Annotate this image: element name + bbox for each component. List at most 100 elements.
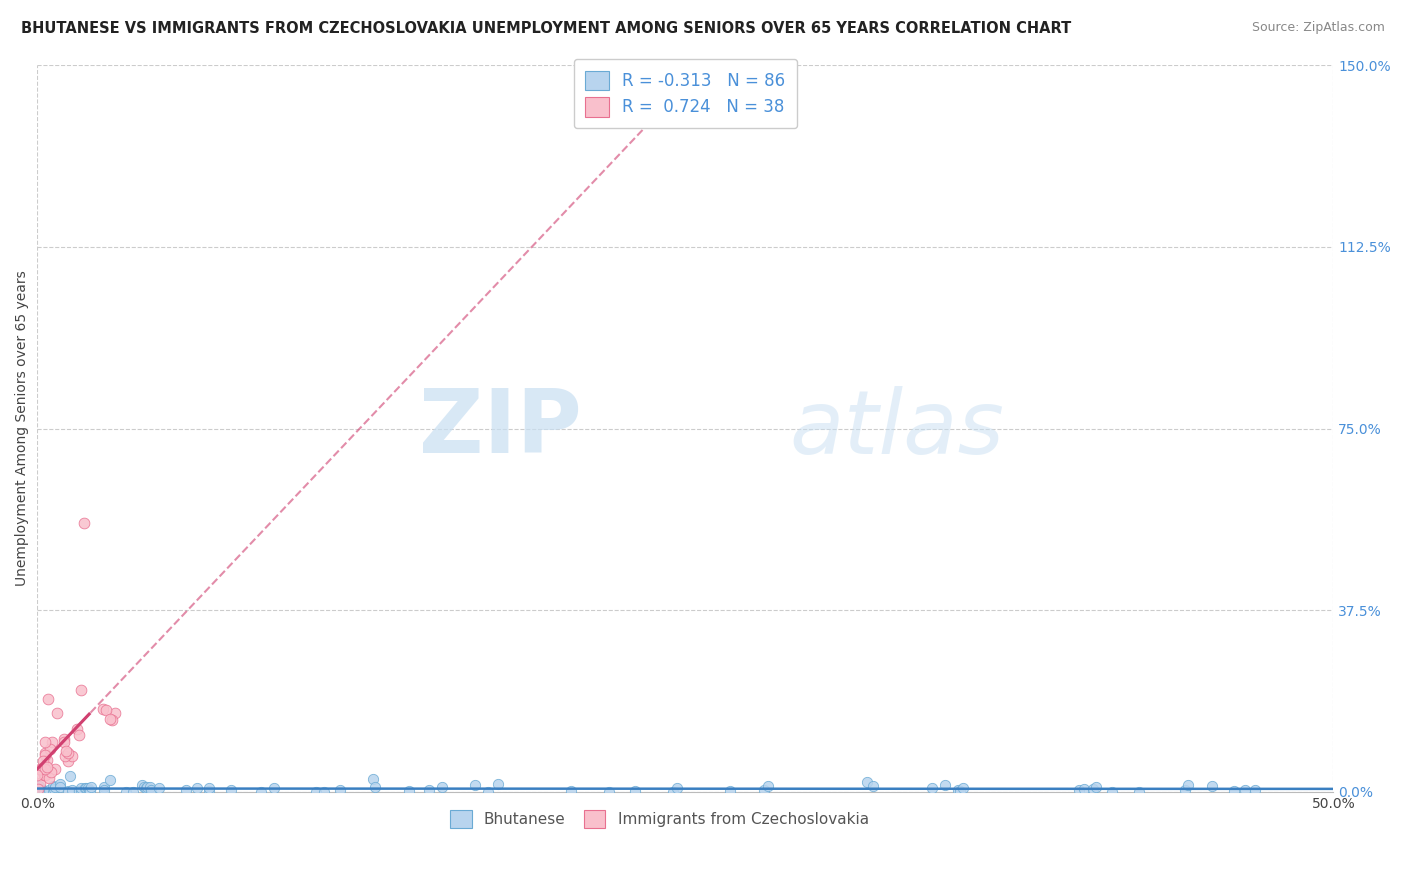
Point xyxy=(37,753,59,767)
Point xyxy=(60,749,83,764)
Point xyxy=(186,780,208,795)
Point xyxy=(598,785,620,799)
Point xyxy=(70,781,93,796)
Point xyxy=(32,784,55,798)
Point xyxy=(312,784,335,798)
Point xyxy=(1128,785,1150,799)
Point xyxy=(32,768,55,782)
Point xyxy=(96,703,118,717)
Text: Source: ZipAtlas.com: Source: ZipAtlas.com xyxy=(1251,21,1385,34)
Point xyxy=(305,785,328,799)
Point xyxy=(27,779,49,793)
Point xyxy=(197,781,219,796)
Point xyxy=(34,767,56,781)
Point xyxy=(34,735,56,749)
Point xyxy=(80,780,103,795)
Point xyxy=(31,782,53,797)
Point xyxy=(856,774,879,789)
Point xyxy=(28,779,51,793)
Text: ZIP: ZIP xyxy=(419,385,582,472)
Point xyxy=(139,780,162,794)
Point xyxy=(38,771,60,785)
Point xyxy=(56,784,79,798)
Point xyxy=(1083,782,1105,797)
Point xyxy=(135,780,157,795)
Point xyxy=(49,780,72,795)
Point xyxy=(32,785,55,799)
Point xyxy=(37,784,59,798)
Point xyxy=(52,735,75,749)
Point xyxy=(560,784,582,798)
Point xyxy=(329,783,352,797)
Point xyxy=(69,785,91,799)
Point xyxy=(121,785,143,799)
Point xyxy=(34,748,56,763)
Point xyxy=(69,682,91,697)
Point xyxy=(27,767,49,781)
Point xyxy=(56,746,79,760)
Point xyxy=(46,706,69,721)
Point xyxy=(1101,784,1123,798)
Point xyxy=(30,785,52,799)
Legend: Bhutanese, Immigrants from Czechoslovakia: Bhutanese, Immigrants from Czechoslovaki… xyxy=(443,802,876,835)
Point xyxy=(60,783,83,797)
Point xyxy=(30,763,52,777)
Point xyxy=(363,772,385,786)
Point xyxy=(862,779,884,793)
Point xyxy=(418,782,440,797)
Point xyxy=(952,781,974,796)
Point xyxy=(75,781,97,796)
Point xyxy=(756,779,779,793)
Point xyxy=(398,784,420,798)
Point xyxy=(41,735,63,749)
Point xyxy=(66,722,89,736)
Point xyxy=(263,781,285,796)
Point xyxy=(77,781,100,796)
Point xyxy=(34,746,56,760)
Point xyxy=(30,781,52,796)
Point xyxy=(56,754,79,768)
Point xyxy=(666,781,689,796)
Point xyxy=(131,778,153,792)
Point xyxy=(1174,783,1197,797)
Point xyxy=(477,785,499,799)
Point xyxy=(34,762,56,776)
Point xyxy=(42,782,65,797)
Point xyxy=(197,783,219,797)
Point xyxy=(662,785,685,799)
Point xyxy=(93,780,115,795)
Point xyxy=(79,782,101,797)
Point xyxy=(1222,784,1244,798)
Point xyxy=(946,783,969,797)
Point xyxy=(42,785,65,799)
Text: atlas: atlas xyxy=(789,385,1004,472)
Point xyxy=(39,764,62,779)
Point xyxy=(44,763,66,777)
Point xyxy=(32,754,55,768)
Y-axis label: Unemployment Among Seniors over 65 years: Unemployment Among Seniors over 65 years xyxy=(15,270,30,586)
Point xyxy=(752,782,775,797)
Point xyxy=(1234,783,1257,797)
Point xyxy=(148,780,170,795)
Point xyxy=(44,780,66,794)
Point xyxy=(39,741,62,756)
Point xyxy=(1243,782,1265,797)
Point xyxy=(55,744,77,758)
Point xyxy=(73,516,96,530)
Point xyxy=(115,785,138,799)
Point xyxy=(27,782,49,797)
Point xyxy=(432,780,454,795)
Point xyxy=(75,781,97,796)
Point xyxy=(219,782,242,797)
Point xyxy=(53,732,76,747)
Point xyxy=(98,712,121,726)
Point xyxy=(134,780,156,794)
Point xyxy=(141,783,163,797)
Point xyxy=(48,777,70,791)
Point xyxy=(623,784,645,798)
Point xyxy=(32,765,55,780)
Point xyxy=(718,783,741,797)
Point xyxy=(27,782,49,797)
Point xyxy=(364,780,387,795)
Point xyxy=(934,778,956,792)
